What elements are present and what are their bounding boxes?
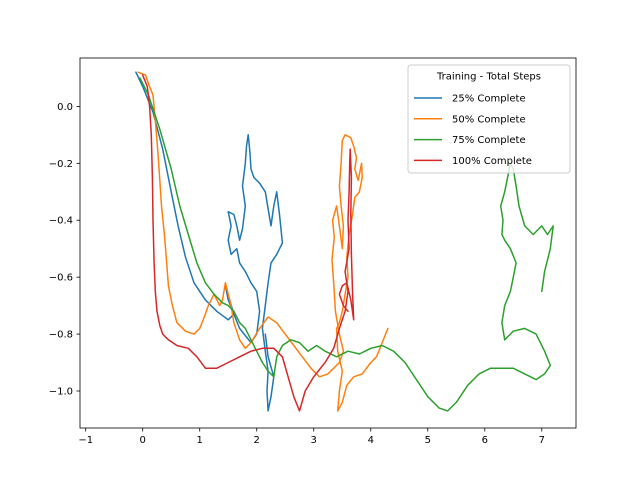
series-line-50-complete — [137, 71, 389, 412]
y-tick-label: −0.8 — [49, 330, 73, 341]
legend-label-75-complete: 75% Complete — [452, 135, 526, 146]
y-tick-label: −0.2 — [49, 159, 73, 170]
x-tick-label: 0 — [140, 435, 146, 446]
y-tick-label: −1.0 — [49, 387, 73, 398]
x-tick-label: 6 — [482, 435, 488, 446]
legend-title: Training - Total Steps — [436, 72, 541, 83]
y-tick-label: −0.4 — [49, 216, 73, 227]
y-axis: 0.0 −0.2 −0.4 −0.6 −0.8 −1.0 — [49, 102, 80, 398]
x-tick-label: 1 — [197, 435, 203, 446]
x-tick-label: 7 — [539, 435, 545, 446]
legend-box — [407, 64, 571, 174]
y-tick-label: 0.0 — [57, 102, 73, 113]
series-line-25-complete — [135, 71, 284, 412]
legend-label-100-complete: 100% Complete — [452, 156, 532, 167]
legend-label-25-complete: 25% Complete — [452, 94, 526, 105]
x-tick-label: 3 — [311, 435, 317, 446]
legend-label-50-complete: 50% Complete — [452, 114, 526, 125]
x-tick-label: 5 — [425, 435, 431, 446]
x-axis: −1 0 1 2 3 4 5 6 7 — [78, 428, 545, 446]
axes-frame — [79, 57, 577, 429]
series-layer — [135, 71, 554, 412]
series-line-75-complete — [139, 77, 554, 412]
x-tick-label: −1 — [78, 435, 93, 446]
x-tick-label: 4 — [368, 435, 374, 446]
legend: Training - Total Steps 25% Complete 50% C… — [407, 64, 571, 174]
legend-entries: 25% Complete 50% Complete 75% Complete 100%… — [414, 94, 532, 167]
x-tick-label: 2 — [254, 435, 260, 446]
y-tick-label: −0.6 — [49, 273, 73, 284]
series-line-100-complete — [141, 74, 355, 412]
